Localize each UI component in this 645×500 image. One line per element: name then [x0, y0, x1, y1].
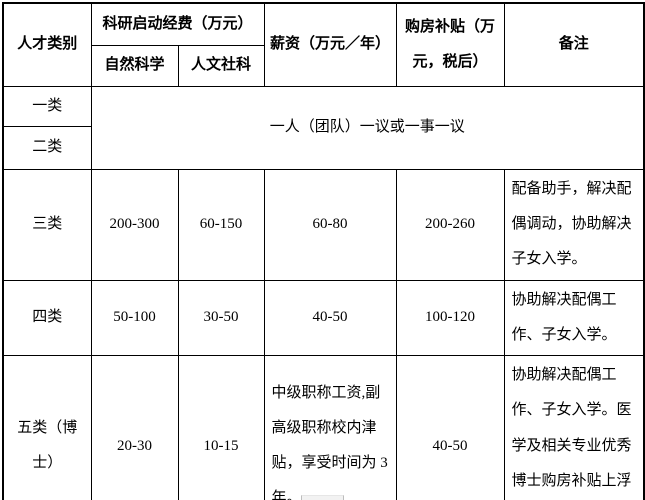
cell-cat3-remarks: 配备助手，解决配偶调动，协助解决子女入学。 — [503, 168, 645, 281]
cell-negotiated-note: 一人（团队）一议或一事一议 — [90, 85, 645, 170]
cell-cat4-humanities-fund: 30-50 — [177, 279, 265, 356]
header-housing-subsidy: 购房补贴（万元，税后） — [395, 2, 505, 87]
header-row-1: 人才类别 科研启动经费（万元） 薪资（万元／年） 购房补贴（万元，税后） 备注 — [2, 2, 645, 87]
cell-cat5-humanities-fund: 10-15 — [177, 355, 265, 500]
cell-cat3-label: 三类 — [2, 168, 92, 281]
cell-cat3-natural-fund: 200-300 — [90, 168, 179, 281]
cell-cat5-natural-fund: 20-30 — [90, 355, 179, 500]
cell-cat3-humanities-fund: 60-150 — [177, 168, 265, 281]
header-research-fund: 科研启动经费（万元） — [90, 2, 265, 46]
cell-cat4-salary: 40-50 — [263, 279, 397, 356]
cell-category-2: 二类 — [2, 125, 92, 170]
header-salary: 薪资（万元／年） — [263, 2, 397, 87]
table-row-category-1: 一类 一人（团队）一议或一事一议 — [2, 85, 645, 170]
cell-cat5-housing: 40-50 — [395, 355, 505, 500]
cell-cat4-remarks: 协助解决配偶工作、子女入学。 — [503, 279, 645, 356]
scrollbar-thumb[interactable] — [301, 495, 344, 500]
cell-cat3-housing: 200-260 — [395, 168, 505, 281]
cell-cat4-natural-fund: 50-100 — [90, 279, 179, 356]
table-row-category-5: 五类（博士） 20-30 10-15 中级职称工资,副高级职称校内津贴，享受时间… — [2, 355, 645, 500]
cell-cat4-housing: 100-120 — [395, 279, 505, 356]
cell-category-1: 一类 — [2, 85, 92, 127]
header-natural-science: 自然科学 — [90, 44, 179, 87]
cell-cat5-label: 五类（博士） — [2, 355, 92, 500]
header-humanities: 人文社科 — [177, 44, 265, 87]
table-row-category-3: 三类 200-300 60-150 60-80 200-260 配备助手，解决配… — [2, 168, 645, 281]
table-row-category-4: 四类 50-100 30-50 40-50 100-120 协助解决配偶工作、子… — [2, 279, 645, 356]
header-remarks: 备注 — [503, 2, 645, 87]
cell-cat4-label: 四类 — [2, 279, 92, 356]
cell-cat5-remarks: 协助解决配偶工作、子女入学。医学及相关专业优秀博士购房补贴上浮 20% 。 — [503, 355, 645, 500]
header-row-2: 自然科学 人文社科 — [3, 44, 644, 87]
header-talent-category: 人才类别 — [2, 2, 92, 87]
cell-cat5-salary: 中级职称工资,副高级职称校内津贴，享受时间为 3 年。 — [263, 355, 397, 500]
cell-cat3-salary: 60-80 — [263, 168, 397, 281]
table-row-category-2: 二类 — [2, 125, 644, 170]
